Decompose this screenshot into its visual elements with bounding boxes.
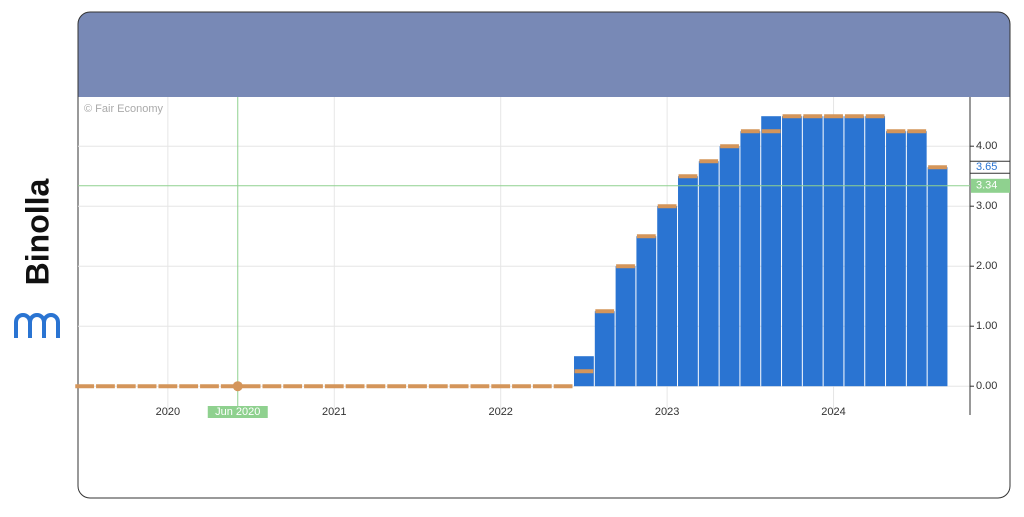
y-tick-label: 2.00 — [976, 260, 997, 272]
crosshair-y-box — [971, 178, 1010, 193]
y-tick-label: 3.00 — [976, 200, 997, 212]
card-border — [77, 11, 1011, 499]
bar — [615, 266, 636, 387]
brand-icon — [14, 313, 60, 338]
x-tick-label: 2023 — [655, 406, 679, 418]
crosshair-y-label: 3.34 — [976, 180, 997, 192]
bar — [865, 116, 886, 387]
brand-logo: Binolla — [14, 178, 60, 338]
y-tick-label: 0.00 — [976, 380, 997, 392]
x-tick-label: 2020 — [156, 406, 180, 418]
bar — [782, 116, 802, 387]
bar — [657, 206, 678, 387]
bar — [636, 236, 657, 387]
crosshair-point — [232, 381, 243, 392]
x-tick-label: 2024 — [821, 406, 845, 418]
bar — [719, 146, 740, 387]
brand-name: Binolla — [19, 178, 55, 285]
bar — [802, 116, 823, 387]
last-value-label: 3.65 — [976, 161, 997, 173]
x-tick-label: 2021 — [322, 406, 346, 418]
watermark: © Fair Economy — [84, 103, 164, 115]
bar — [927, 167, 948, 387]
bar — [906, 131, 927, 387]
bar — [761, 116, 782, 387]
crosshair-x-label: Jun 2020 — [215, 406, 260, 418]
header-band — [78, 12, 1010, 97]
bar — [594, 311, 615, 387]
bar — [844, 116, 865, 387]
y-tick-label: 1.00 — [976, 320, 997, 332]
y-tick-label: 4.00 — [976, 140, 997, 152]
bar — [823, 116, 844, 387]
bar — [698, 161, 719, 387]
bar — [678, 176, 698, 387]
x-tick-label: 2022 — [488, 406, 512, 418]
bar — [886, 131, 906, 387]
crosshair-x-box — [207, 406, 268, 418]
bar — [740, 131, 761, 387]
